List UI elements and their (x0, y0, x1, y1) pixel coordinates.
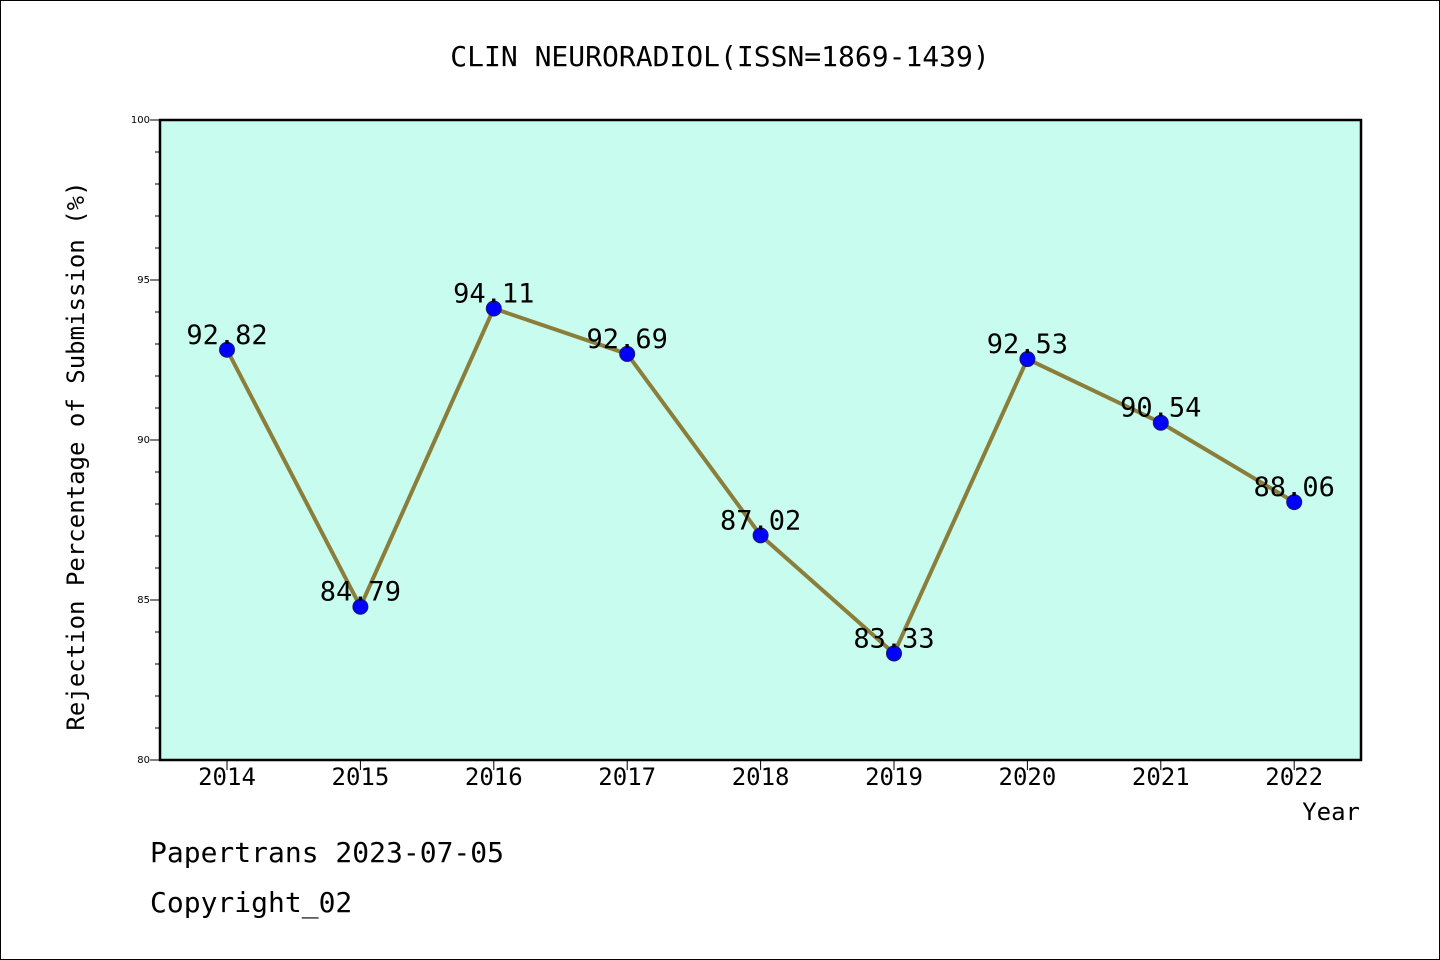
data-point (219, 341, 235, 358)
x-tick-label: 2022 (1265, 763, 1323, 791)
data-point (886, 645, 902, 662)
x-tick-label: 2020 (999, 763, 1057, 791)
data-label: 87.02 (720, 505, 801, 536)
data-label: 88.06 (1254, 472, 1335, 503)
data-label: 92.82 (186, 320, 267, 351)
y-tick-label: 95 (137, 275, 150, 286)
x-axis-label: Year (1302, 798, 1360, 826)
x-tick-label: 2017 (598, 763, 656, 791)
data-label: 83.33 (853, 623, 934, 654)
series-rejection (219, 300, 1303, 662)
x-axis: 2014 2015 2016 2017 2018 2019 2020 2021 2022 (198, 760, 1323, 791)
data-point (619, 345, 636, 362)
y-tick-label: 85 (137, 595, 150, 606)
plot-area (158, 118, 1363, 762)
x-tick-label: 2015 (332, 763, 390, 791)
y-axis: 80 85 90 95 100 (131, 115, 160, 766)
source-line: Papertrans 2023-07-05 (150, 836, 505, 869)
data-label: 94.11 (453, 278, 534, 309)
copyright-line: Copyright_02 (150, 886, 353, 919)
x-tick-label: 2019 (865, 763, 923, 791)
data-point (752, 527, 769, 544)
data-point (352, 598, 369, 615)
y-tick-label: 80 (137, 755, 150, 766)
chart-title: CLIN NEURORADIOL(ISSN=1869-1439) (450, 40, 989, 73)
data-labels: 92.82 84.79 94.11 92.69 87.02 83.33 92.53 90.54… (186, 278, 1334, 654)
x-tick-label: 2016 (465, 763, 523, 791)
data-label: 90.54 (1120, 393, 1201, 424)
y-tick-label: 100 (131, 115, 150, 126)
data-point (485, 300, 502, 317)
x-tick-label: 2021 (1132, 763, 1190, 791)
data-label: 92.69 (587, 324, 668, 355)
x-tick-label: 2014 (198, 763, 256, 791)
data-label: 84.79 (320, 577, 401, 608)
data-label: 92.53 (987, 329, 1068, 360)
data-point (1152, 414, 1169, 431)
x-tick-label: 2018 (732, 763, 790, 791)
y-axis-label: Rejection Percentage of Submission (%) (62, 181, 90, 730)
data-point (1019, 351, 1036, 368)
y-tick-label: 90 (137, 435, 150, 446)
data-point (1286, 494, 1303, 511)
